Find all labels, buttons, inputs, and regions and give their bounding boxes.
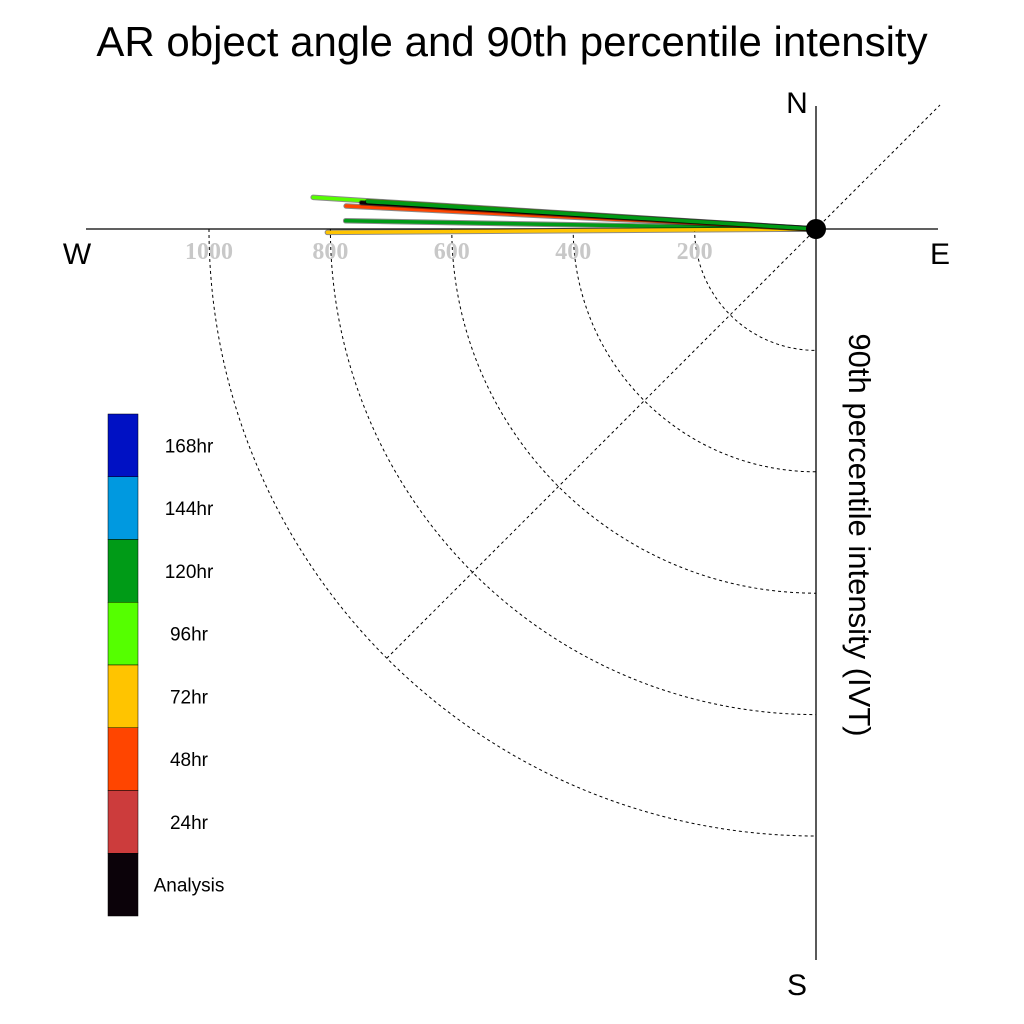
series-line-2 [343, 219, 818, 231]
grid-arc-4 [208, 228, 817, 837]
legend-swatch-3 [107, 602, 139, 666]
legend-swatch-4 [107, 664, 139, 728]
tick-label-600: 600 [434, 239, 470, 265]
legend-label-2: 120hr [165, 562, 214, 583]
legend: 168hr 144hr 120hr 96hr 72hr 48hr 24hr Analysis [107, 413, 225, 917]
chart-title: AR object angle and 90th percentile inte… [96, 18, 927, 65]
grid-arc-3 [329, 228, 817, 716]
legend-label-0: 168hr [165, 436, 214, 457]
legend-label-3: 96hr [170, 625, 209, 646]
series-lines [310, 194, 819, 236]
legend-label-1: 144hr [165, 499, 214, 520]
west-label: W [63, 238, 92, 271]
legend-swatch-6 [107, 790, 139, 854]
grid-arc-0 [694, 228, 817, 351]
diagonal-grid-line [386, 104, 941, 659]
east-label: E [930, 238, 950, 271]
series-extra-line-0 [365, 199, 818, 231]
tick-label-1000: 1000 [185, 239, 233, 265]
radial-tick-labels: 200 400 600 800 1000 [185, 239, 713, 265]
legend-swatch-0 [107, 413, 139, 477]
polar-grid [208, 104, 941, 837]
radial-axis-label: 90th percentile intensity (IVT) [842, 333, 877, 736]
grid-arc-1 [572, 228, 817, 473]
tick-label-200: 200 [677, 239, 713, 265]
legend-label-6: 24hr [170, 813, 209, 834]
legend-swatch-5 [107, 727, 139, 791]
south-label: S [787, 969, 807, 1002]
north-label: N [786, 87, 808, 120]
legend-swatch-7 [107, 853, 139, 917]
legend-swatch-2 [107, 539, 139, 603]
origin-marker [806, 219, 826, 239]
tick-label-800: 800 [312, 239, 348, 265]
legend-label-7: Analysis [154, 876, 225, 897]
legend-label-5: 48hr [170, 750, 209, 771]
series-line-4 [325, 227, 818, 235]
legend-swatch-1 [107, 476, 139, 540]
tick-label-400: 400 [555, 239, 591, 265]
grid-arc-2 [451, 228, 817, 594]
legend-label-4: 72hr [170, 687, 209, 708]
